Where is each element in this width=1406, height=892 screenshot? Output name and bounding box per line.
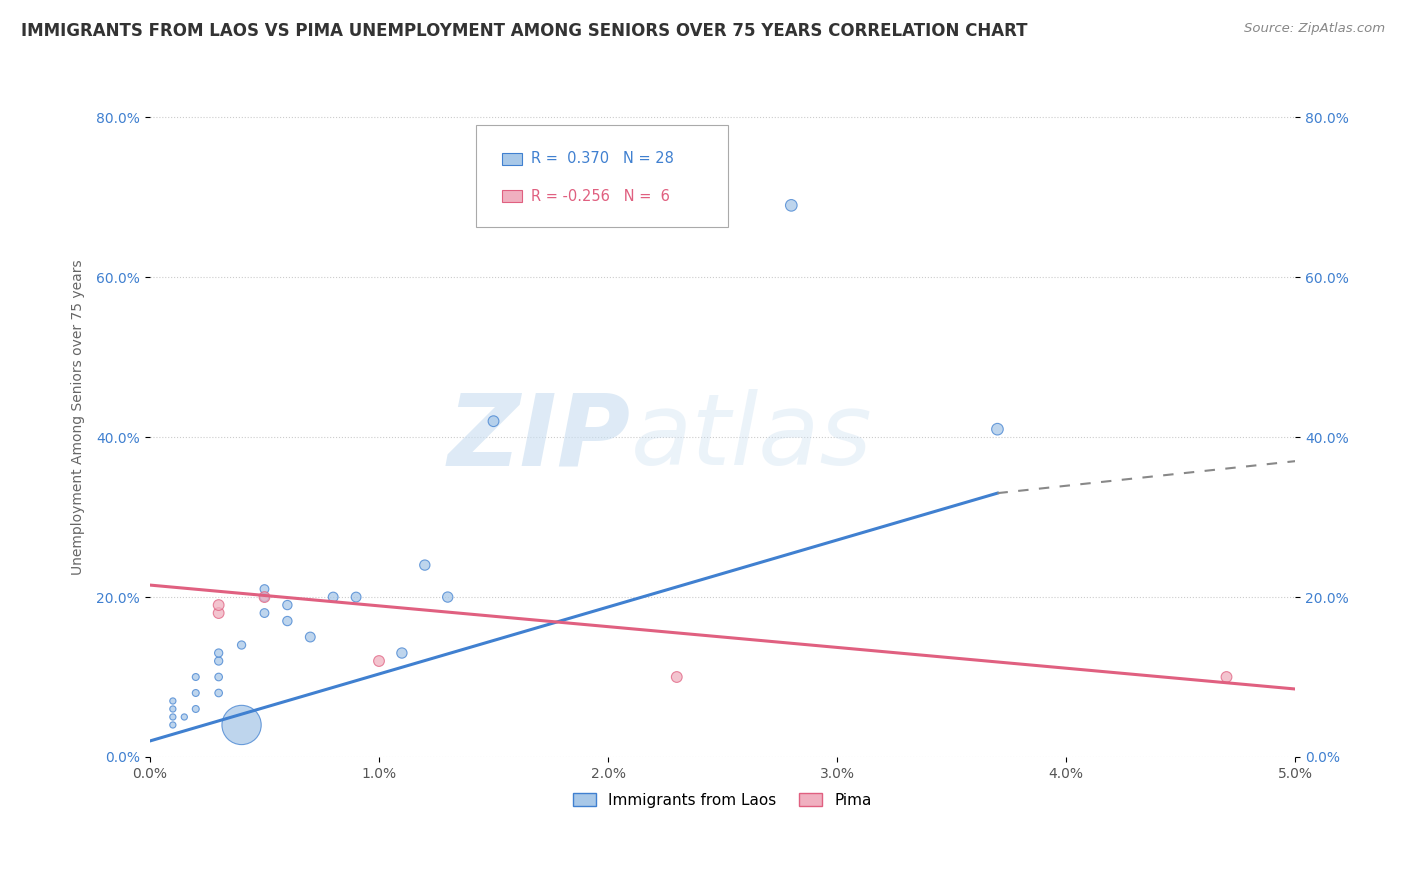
Point bbox=[231, 718, 253, 732]
Point bbox=[1215, 670, 1237, 684]
Point bbox=[184, 670, 207, 684]
Bar bbox=[502, 190, 522, 202]
Point bbox=[276, 614, 298, 628]
FancyBboxPatch shape bbox=[477, 125, 728, 227]
Text: ZIP: ZIP bbox=[449, 389, 631, 486]
Point bbox=[208, 670, 231, 684]
Point bbox=[231, 638, 253, 652]
Text: atlas: atlas bbox=[631, 389, 873, 486]
Point bbox=[208, 646, 231, 660]
Point bbox=[253, 590, 276, 604]
Point bbox=[299, 630, 322, 644]
Point bbox=[436, 590, 458, 604]
Point bbox=[162, 710, 184, 724]
Text: IMMIGRANTS FROM LAOS VS PIMA UNEMPLOYMENT AMONG SENIORS OVER 75 YEARS CORRELATIO: IMMIGRANTS FROM LAOS VS PIMA UNEMPLOYMEN… bbox=[21, 22, 1028, 40]
Point bbox=[276, 598, 298, 612]
Point bbox=[162, 718, 184, 732]
Text: R = -0.256   N =  6: R = -0.256 N = 6 bbox=[531, 189, 671, 204]
Point bbox=[391, 646, 413, 660]
Point bbox=[665, 670, 688, 684]
Point bbox=[208, 606, 231, 620]
Point bbox=[208, 654, 231, 668]
Point bbox=[344, 590, 367, 604]
Point bbox=[253, 606, 276, 620]
Point bbox=[162, 694, 184, 708]
Text: R =  0.370   N = 28: R = 0.370 N = 28 bbox=[531, 152, 675, 167]
Bar bbox=[502, 153, 522, 165]
Point bbox=[184, 702, 207, 716]
Point bbox=[208, 598, 231, 612]
Point bbox=[208, 686, 231, 700]
Point bbox=[780, 198, 803, 212]
Point bbox=[322, 590, 344, 604]
Legend: Immigrants from Laos, Pima: Immigrants from Laos, Pima bbox=[567, 787, 879, 814]
Y-axis label: Unemployment Among Seniors over 75 years: Unemployment Among Seniors over 75 years bbox=[72, 260, 86, 575]
Text: Source: ZipAtlas.com: Source: ZipAtlas.com bbox=[1244, 22, 1385, 36]
Point bbox=[253, 590, 276, 604]
Point bbox=[986, 422, 1008, 436]
Point bbox=[482, 414, 505, 428]
Point bbox=[162, 702, 184, 716]
Point bbox=[173, 710, 195, 724]
Point bbox=[368, 654, 391, 668]
Point bbox=[413, 558, 436, 573]
Point bbox=[253, 582, 276, 596]
Point bbox=[184, 686, 207, 700]
